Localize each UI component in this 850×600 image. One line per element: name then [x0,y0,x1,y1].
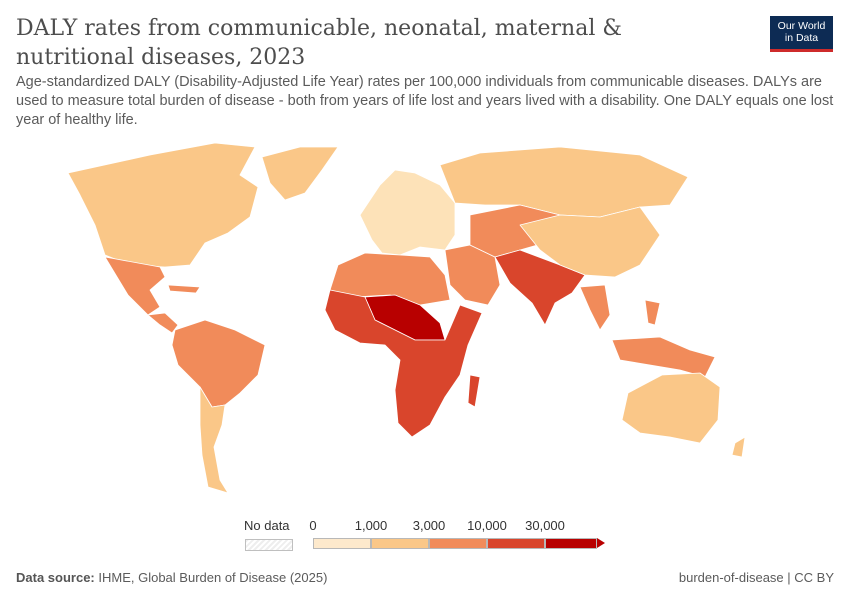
region-russia[interactable] [439,146,689,218]
legend-tick-30000: 30,000 [525,518,565,533]
world-map[interactable] [0,125,850,510]
legend-bin-3000-10000[interactable] [429,538,487,549]
region-southeast-asia[interactable] [579,284,716,378]
region-south-asia[interactable] [494,249,586,326]
data-source-link[interactable]: IHME, Global Burden of Disease (2025) [98,570,328,585]
legend-tick-1000: 1,000 [354,518,388,533]
map-legend: No data 0 1,000 3,000 10,000 30,000 [240,518,620,554]
region-southern-cone[interactable] [199,386,229,494]
region-china[interactable] [519,206,661,278]
legend-tick-10000: 10,000 [467,518,507,533]
legend-no-data-swatch[interactable] [245,539,293,551]
legend-tick-0: 0 [309,518,317,533]
region-subsaharan-africa[interactable] [324,289,483,438]
legend-bin-0-1000[interactable] [313,538,371,549]
region-australia[interactable] [621,372,746,458]
region-central-america[interactable] [147,284,201,334]
data-source: Data source: IHME, Global Burden of Dise… [16,570,327,585]
data-source-label: Data source: [16,570,95,585]
legend-bin-1000-3000[interactable] [371,538,429,549]
footer-license[interactable]: burden-of-disease | CC BY [678,570,834,585]
legend-bin-10000-30000[interactable] [487,538,545,549]
chart-subtitle: Age-standardized DALY (Disability-Adjust… [16,74,834,128]
region-mexico[interactable] [104,256,166,316]
legend-arrow [597,538,605,548]
logo-line1: Our World [777,20,826,32]
legend-no-data-label: No data [244,518,290,533]
legend-bin-30000-plus[interactable] [545,538,597,549]
region-south-america[interactable] [171,319,266,408]
legend-tick-3000: 3,000 [412,518,446,533]
chart-title: DALY rates from communicable, neonatal, … [16,16,622,70]
region-greenland[interactable] [261,146,339,201]
owid-logo[interactable]: Our World in Data [770,16,833,52]
logo-line2: in Data [784,32,819,44]
region-north-america[interactable] [67,142,259,268]
region-europe[interactable] [359,169,456,256]
